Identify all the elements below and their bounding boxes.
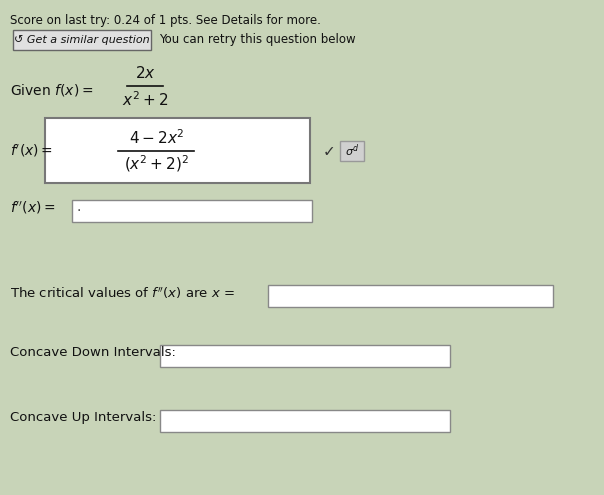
Text: $2x$: $2x$: [135, 65, 155, 81]
Text: Concave Up Intervals:: Concave Up Intervals:: [10, 411, 156, 425]
Bar: [160, 410, 450, 432]
Bar: [160, 345, 450, 367]
Text: You can retry this question below: You can retry this question below: [159, 34, 356, 47]
Text: $\sigma^d$: $\sigma^d$: [345, 142, 359, 159]
Text: The critical values of $f''(x)$ are $x$ =: The critical values of $f''(x)$ are $x$ …: [10, 285, 235, 301]
Bar: [340, 141, 364, 160]
Text: Score on last try: 0.24 of 1 pts. See Details for more.: Score on last try: 0.24 of 1 pts. See De…: [10, 14, 321, 27]
Bar: [268, 285, 553, 307]
Text: ↺ Get a similar question: ↺ Get a similar question: [14, 35, 150, 45]
Text: $(x^2+2)^2$: $(x^2+2)^2$: [124, 153, 189, 174]
Text: Given $f(x) =$: Given $f(x) =$: [10, 82, 93, 98]
Text: $f''(x) =$: $f''(x) =$: [10, 200, 56, 216]
Text: $4-2x^2$: $4-2x^2$: [129, 128, 184, 147]
Text: $f'(x) =$: $f'(x) =$: [10, 143, 53, 158]
Bar: [45, 118, 310, 183]
Text: Concave Down Intervals:: Concave Down Intervals:: [10, 346, 176, 359]
Text: $x^2+2$: $x^2+2$: [122, 90, 168, 109]
Text: ·: ·: [76, 204, 80, 218]
Text: $\checkmark$: $\checkmark$: [322, 143, 334, 158]
Bar: [13, 30, 151, 50]
Bar: [72, 200, 312, 222]
